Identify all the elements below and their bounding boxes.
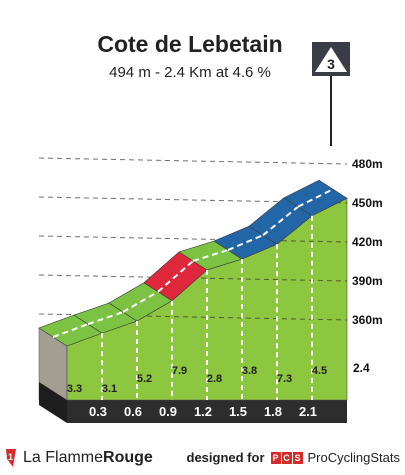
distance-label: 0.9 — [159, 404, 177, 419]
brand: 1 La FlammeRouge — [4, 449, 153, 467]
distance-label: 1.8 — [264, 404, 282, 419]
credit-prefix: designed for — [186, 450, 265, 465]
gradient-label: 7.3 — [277, 373, 292, 385]
gradient-label: 7.9 — [172, 365, 187, 377]
total-distance-label: 2.4 — [353, 361, 370, 375]
category-badge: 3 — [312, 42, 350, 146]
triangle-badge-icon — [315, 47, 347, 72]
ribbon-centerline — [122, 290, 159, 313]
distance-base-side — [39, 382, 67, 423]
ribbon-centerline — [87, 311, 124, 326]
altitude-label: 480m — [352, 157, 383, 171]
gradient-label: 3.1 — [102, 383, 117, 395]
ribbon-centerline — [52, 323, 89, 338]
ribbon-centerline — [192, 249, 229, 262]
grid-line — [38, 157, 348, 165]
profile-labels: 360m 390m 420m 450m 480m 0.3 0.6 0.9 1.2 1.5 1.8 2.… — [67, 157, 383, 419]
chart-title: Cote de Lebetain — [97, 31, 282, 57]
distance-base-strip — [67, 400, 347, 423]
flame-logo-icon: 1 — [6, 449, 16, 467]
grid-line — [38, 235, 348, 243]
distance-label: 1.5 — [229, 404, 247, 419]
distance-label: 0.3 — [89, 404, 107, 419]
ribbon-centerline — [227, 234, 264, 251]
distance-label: 1.2 — [194, 404, 212, 419]
altitude-label: 390m — [352, 274, 383, 288]
gradient-label: 2.8 — [207, 373, 222, 385]
chart-subtitle: 494 m - 2.4 Km at 4.6 % — [109, 64, 271, 81]
altitude-label: 420m — [352, 235, 383, 249]
distance-label: 2.1 — [299, 404, 317, 419]
svg-text:1: 1 — [8, 452, 13, 462]
ribbon-centerline — [262, 205, 299, 236]
grid-line — [38, 313, 348, 321]
gradient-label: 4.5 — [312, 365, 327, 377]
category-number: 3 — [327, 56, 335, 72]
brand-name: La FlammeRouge — [23, 449, 153, 466]
ribbon-centerline — [297, 188, 334, 208]
credit-name: ProCyclingStats — [307, 450, 400, 465]
altitude-label: 360m — [352, 313, 383, 327]
altitude-label: 450m — [352, 196, 383, 210]
distance-label: 0.6 — [124, 404, 142, 419]
gradient-label: 5.2 — [137, 373, 152, 385]
gradient-label: 3.8 — [242, 365, 257, 377]
ribbon-centerline — [157, 260, 194, 293]
profile-area — [38, 157, 348, 423]
gradient-label: 3.3 — [67, 383, 82, 395]
